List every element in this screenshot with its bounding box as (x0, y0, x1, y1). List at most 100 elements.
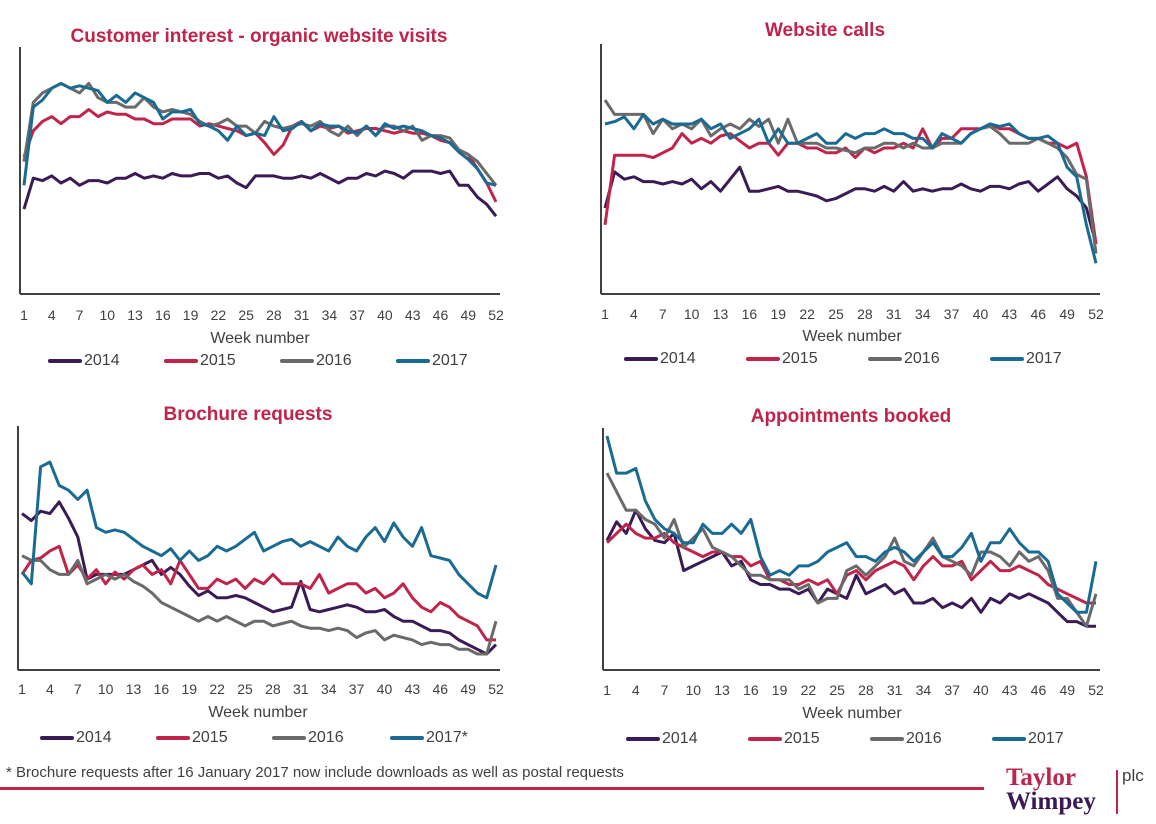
series-line-2017 (20, 460, 498, 600)
chart-plot: 1 4 7 10 13 16 19 22 25 28 31 34 37 40 43 46 49 52 (602, 428, 1104, 698)
x-tick-label: 10 (100, 307, 116, 323)
legend-swatch (164, 359, 198, 363)
x-tick-label: 37 (944, 306, 960, 322)
x-tick-label: 31 (293, 681, 309, 697)
x-axis-label: Week number (208, 704, 308, 721)
series-line-2016 (603, 99, 1098, 254)
x-tick-label: 7 (661, 682, 669, 698)
x-tick-label: 1 (20, 307, 28, 323)
x-tick-label: 19 (771, 306, 787, 322)
legend-item-2014: 2014 (40, 729, 112, 747)
chart-title: Website calls (764, 20, 886, 41)
legend-swatch (992, 737, 1026, 741)
legend-label: 2015 (200, 352, 236, 369)
x-tick-label: 46 (1031, 682, 1047, 698)
logo-line-2: Wimpey (1006, 788, 1096, 815)
legend-label: 2015 (192, 729, 228, 746)
x-tick-label: 40 (973, 306, 989, 322)
x-tick-label: 10 (684, 306, 700, 322)
x-axis-label: Week number (802, 705, 902, 722)
x-tick-label: 28 (266, 307, 282, 323)
x-tick-label: 13 (126, 681, 142, 697)
legend-item-2015: 2015 (164, 352, 236, 370)
footer-rule (0, 787, 984, 790)
x-tick-label: 1 (603, 682, 611, 698)
x-tick-label: 43 (1002, 682, 1018, 698)
series-line-2017 (604, 112, 1098, 264)
series-line-2014 (605, 508, 1096, 628)
x-tick-label: 19 (772, 682, 788, 698)
x-tick-label: 43 (405, 681, 421, 697)
x-tick-label: 25 (237, 681, 253, 697)
x-tick-label: 40 (377, 307, 393, 323)
x-tick-label: 13 (714, 682, 730, 698)
series-line-2017 (22, 81, 497, 187)
legend-item-2016: 2016 (870, 730, 942, 748)
x-tick-label: 40 (973, 682, 989, 698)
x-tick-label: 40 (377, 681, 393, 697)
x-tick-label: 52 (1088, 682, 1104, 698)
x-tick-label: 16 (155, 307, 171, 323)
legend-swatch (748, 737, 782, 741)
x-tick-label: 1 (18, 681, 26, 697)
chart-plot: 1 4 7 10 13 16 19 22 25 28 31 34 37 40 43 46 49 52 (17, 426, 504, 697)
legend-swatch (48, 359, 82, 363)
x-tick-label: 10 (686, 682, 702, 698)
chart-organic-visits: Customer interest - organic website visi… (0, 0, 578, 400)
x-tick-label: 1 (601, 306, 609, 322)
series-line-2017 (605, 435, 1098, 614)
legend-label: 2017 (1028, 730, 1064, 747)
legend-label: 2016 (904, 350, 940, 367)
legend-swatch (626, 737, 660, 741)
legend-label: 2016 (316, 352, 352, 369)
legend-item-2015: 2015 (748, 730, 820, 748)
legend-item-2016: 2016 (272, 729, 344, 747)
footnote: * Brochure requests after 16 January 201… (6, 764, 624, 781)
legend-item-2016: 2016 (280, 352, 352, 370)
x-tick-label: 13 (127, 307, 143, 323)
legend-swatch (746, 357, 780, 361)
legend-swatch (156, 736, 190, 740)
legend-label: 2014 (84, 352, 120, 369)
x-tick-label: 49 (1059, 682, 1075, 698)
x-tick-label: 31 (886, 306, 902, 322)
chart-plot: 1 4 7 10 13 16 19 22 25 28 31 34 37 40 43 46 49 52 (600, 44, 1104, 322)
x-tick-label: 52 (488, 681, 504, 697)
chart-appointments-booked: Appointments booked 1 4 7 10 13 16 19 22 25 28 31 3… (578, 400, 1156, 770)
series-line-2015 (605, 522, 1096, 605)
series-line-2014 (21, 500, 498, 656)
x-tick-label: 34 (916, 682, 932, 698)
taylor-wimpey-logo: Taylor Wimpey plc (1004, 765, 1152, 820)
legend-item-2017: 2017 (990, 350, 1062, 368)
legend-label: 2016 (906, 730, 942, 747)
legend-swatch (870, 737, 904, 741)
legend-label: 2014 (76, 729, 112, 746)
x-tick-label: 28 (857, 306, 873, 322)
x-tick-label: 25 (238, 307, 254, 323)
x-tick-label: 4 (48, 307, 56, 323)
chart-website-calls: Website calls 1 4 7 10 13 16 19 22 25 28 31 34 37 40 4… (578, 0, 1156, 400)
chart-brochure-requests: Brochure requests 1 4 7 10 13 16 19 22 25 28 31 34 3… (0, 400, 578, 770)
x-tick-label: 10 (98, 681, 114, 697)
x-tick-label: 7 (74, 681, 82, 697)
series-line-2014 (603, 165, 1098, 245)
x-tick-label: 19 (182, 681, 198, 697)
series-line-2015 (20, 544, 496, 642)
legend-item-2014: 2014 (626, 730, 698, 748)
x-tick-label: 28 (265, 681, 281, 697)
x-tick-label: 46 (433, 307, 449, 323)
x-tick-label: 31 (887, 682, 903, 698)
x-tick-label: 7 (659, 306, 667, 322)
x-tick-label: 4 (632, 682, 640, 698)
legend-item-2015: 2015 (156, 729, 228, 747)
x-tick-label: 25 (829, 682, 845, 698)
logo-separator (1116, 770, 1118, 814)
legend-item-2017: 2017* (390, 729, 468, 747)
x-tick-label: 34 (322, 307, 338, 323)
x-tick-label: 19 (183, 307, 199, 323)
x-axis-label: Week number (210, 330, 310, 347)
x-tick-label: 22 (801, 682, 817, 698)
legend-swatch (272, 736, 306, 740)
x-tick-label: 4 (46, 681, 54, 697)
legend-item-2014: 2014 (48, 352, 120, 370)
